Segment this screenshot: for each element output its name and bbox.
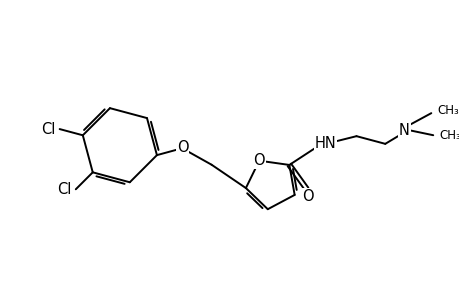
Text: O: O xyxy=(177,140,188,155)
Text: N: N xyxy=(398,123,409,138)
Text: CH₃: CH₃ xyxy=(436,104,458,117)
Text: CH₃: CH₃ xyxy=(438,129,459,142)
Text: O: O xyxy=(301,189,313,204)
Text: Cl: Cl xyxy=(57,182,72,197)
Text: HN: HN xyxy=(314,136,336,151)
Text: Cl: Cl xyxy=(41,122,56,136)
Text: O: O xyxy=(253,153,264,168)
